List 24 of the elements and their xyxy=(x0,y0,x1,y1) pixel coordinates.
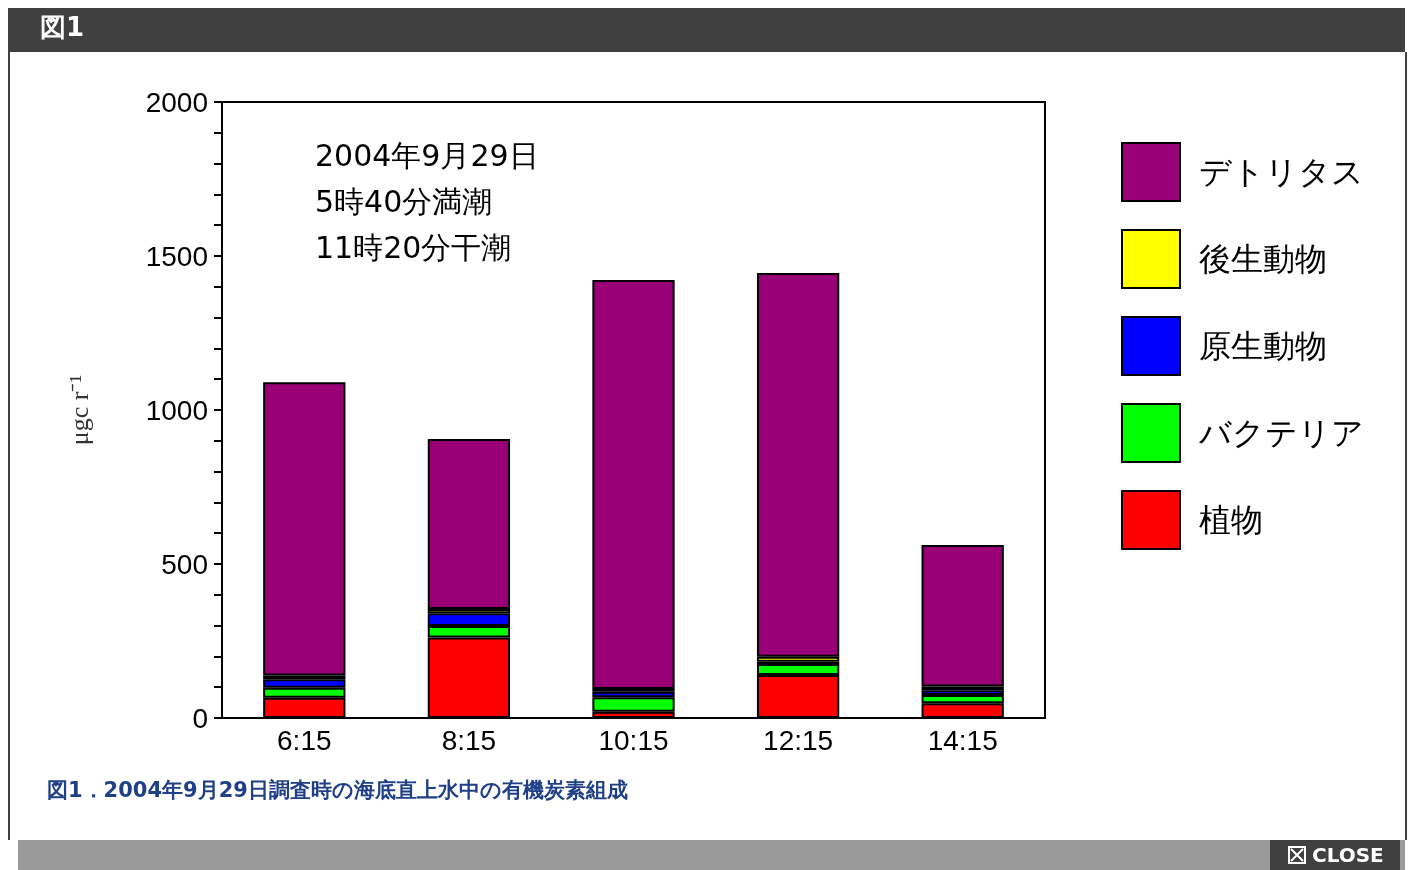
x-tick-label: 12:15 xyxy=(763,724,834,756)
y-axis-title: μgc r⁻¹ xyxy=(64,374,94,446)
bar xyxy=(592,280,675,690)
caption: 図1．2004年9月29日調査時の海底直上水中の有機炭素組成 xyxy=(47,777,628,804)
chart-title: 図1 xyxy=(40,11,85,44)
legend-label: 原生動物 xyxy=(1199,328,1327,364)
y-tick-label: 1000 xyxy=(145,394,208,426)
legend-label: デトリタス xyxy=(1199,154,1364,190)
x-tick-label: 8:15 xyxy=(441,724,497,756)
annotation: 2004年9月29日 5時40分満潮 11時20分干潮 xyxy=(315,137,539,265)
x-tick-label: 14:15 xyxy=(927,724,998,756)
legend-label: バクテリア xyxy=(1198,415,1364,451)
legend-label: 植物 xyxy=(1199,502,1263,538)
y-tick-label: 2000 xyxy=(145,86,208,118)
y-tick-label: 1500 xyxy=(145,240,208,272)
x-tick-label: 6:15 xyxy=(277,724,332,756)
legend-label: 後生動物 xyxy=(1199,241,1327,277)
text: CLOSE xyxy=(1312,843,1384,867)
bar xyxy=(921,544,1004,687)
y-tick-label: 500 xyxy=(161,548,208,580)
bar xyxy=(263,382,346,676)
x-tick-label: 10:15 xyxy=(598,724,669,756)
y-tick-label: 0 xyxy=(192,702,208,734)
bar xyxy=(427,438,511,609)
